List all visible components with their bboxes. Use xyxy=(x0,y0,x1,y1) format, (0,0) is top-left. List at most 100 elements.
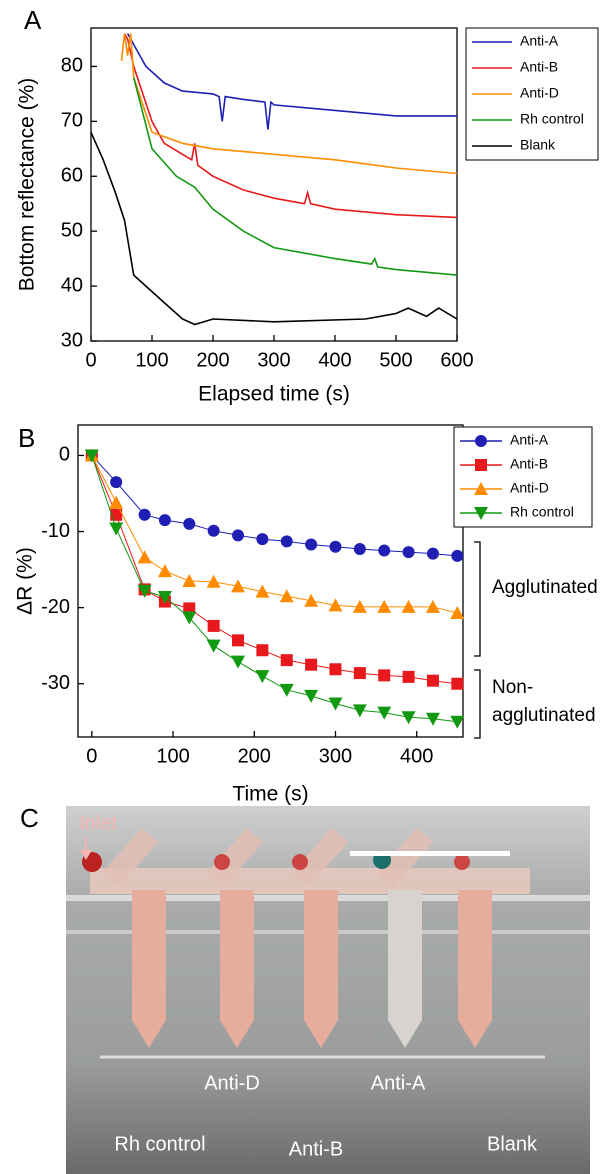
y-tick-label: 0 xyxy=(59,444,70,466)
series-line xyxy=(120,33,458,175)
marker xyxy=(401,599,416,613)
marker xyxy=(256,644,269,657)
annotation: Agglutinated xyxy=(492,577,598,598)
marker xyxy=(377,706,392,720)
photo-label: Inlet xyxy=(79,812,117,834)
legend-label: Anti-A xyxy=(520,33,559,49)
marker xyxy=(231,579,246,593)
x-axis-label: Elapsed time (s) xyxy=(198,383,350,406)
y-tick-label: 40 xyxy=(61,274,83,296)
y-tick-label: 60 xyxy=(61,165,83,187)
series-line xyxy=(90,131,458,326)
y-tick-label: -20 xyxy=(41,596,70,618)
y-axis-label: Bottom reflectance (%) xyxy=(16,78,39,292)
x-tick-label: 0 xyxy=(85,349,96,371)
strip xyxy=(132,890,166,1048)
y-tick-label: 70 xyxy=(61,110,83,132)
marker xyxy=(425,599,440,613)
series-line xyxy=(91,455,458,614)
x-tick-label: 500 xyxy=(379,349,412,371)
x-tick-label: 400 xyxy=(400,745,433,767)
marker xyxy=(109,495,124,509)
marker xyxy=(206,574,221,588)
marker xyxy=(328,697,343,711)
marker xyxy=(451,677,464,690)
well xyxy=(214,854,230,870)
strip xyxy=(304,890,338,1048)
strip xyxy=(388,890,422,1048)
y-tick-label: -30 xyxy=(41,672,70,694)
photo-label: Blank xyxy=(487,1133,538,1155)
legend-marker xyxy=(475,459,487,471)
x-tick-label: 100 xyxy=(156,745,189,767)
marker xyxy=(109,522,124,536)
marker xyxy=(158,514,171,527)
marker xyxy=(353,667,366,680)
x-tick-label: 400 xyxy=(318,349,351,371)
y-tick-label: 80 xyxy=(61,55,83,77)
marker xyxy=(402,546,415,559)
y-axis-label: ΔR (%) xyxy=(14,547,37,615)
marker xyxy=(279,589,294,603)
channel xyxy=(101,827,434,888)
marker xyxy=(304,593,319,607)
inlet-arrow-head xyxy=(80,850,92,860)
x-tick-label: 600 xyxy=(440,349,473,371)
marker xyxy=(451,549,464,562)
x-tick-label: 300 xyxy=(257,349,290,371)
marker xyxy=(110,476,123,489)
marker xyxy=(206,639,221,653)
marker xyxy=(450,715,465,729)
x-tick-label: 200 xyxy=(238,745,271,767)
marker xyxy=(305,658,318,671)
marker xyxy=(353,543,366,556)
legend-label: Anti-D xyxy=(510,480,549,496)
marker xyxy=(207,619,220,632)
marker xyxy=(255,584,270,598)
x-tick-label: 200 xyxy=(196,349,229,371)
strip xyxy=(458,890,492,1048)
marker xyxy=(84,449,99,463)
strips xyxy=(132,890,492,1048)
marker xyxy=(378,544,391,557)
legend-label: Anti-D xyxy=(520,85,559,101)
annotation: agglutinated xyxy=(492,705,596,726)
plot-frame xyxy=(90,27,458,342)
marker xyxy=(157,564,172,578)
marker xyxy=(329,540,342,553)
panel-label: C xyxy=(20,803,39,833)
x-tick-label: 300 xyxy=(319,745,352,767)
legend-label: Anti-B xyxy=(520,59,558,75)
plot-frame xyxy=(77,424,464,738)
marker xyxy=(425,712,440,726)
marker xyxy=(207,524,220,537)
marker xyxy=(329,663,342,676)
legend-label: Anti-B xyxy=(510,456,548,472)
legend-label: Rh control xyxy=(510,504,574,520)
panel-label: A xyxy=(24,5,42,35)
bracket xyxy=(474,669,481,739)
marker xyxy=(183,602,196,615)
marker xyxy=(304,689,319,703)
marker xyxy=(255,670,270,684)
marker xyxy=(157,590,172,604)
well xyxy=(292,854,308,870)
series-line xyxy=(91,455,458,685)
marker xyxy=(231,655,246,669)
legend-label: Blank xyxy=(520,137,556,153)
marker xyxy=(402,670,415,683)
legend-label: Rh control xyxy=(520,111,584,127)
y-tick-label: 30 xyxy=(61,329,83,351)
marker xyxy=(110,508,123,521)
marker xyxy=(280,535,293,548)
scale-bar xyxy=(350,851,510,856)
x-tick-label: 0 xyxy=(86,745,97,767)
x-tick-label: 100 xyxy=(135,349,168,371)
photo-label: Anti-D xyxy=(204,1072,260,1094)
marker xyxy=(256,533,269,546)
x-axis-label: Time (s) xyxy=(232,783,308,806)
marker xyxy=(450,605,465,619)
marker xyxy=(328,598,343,612)
